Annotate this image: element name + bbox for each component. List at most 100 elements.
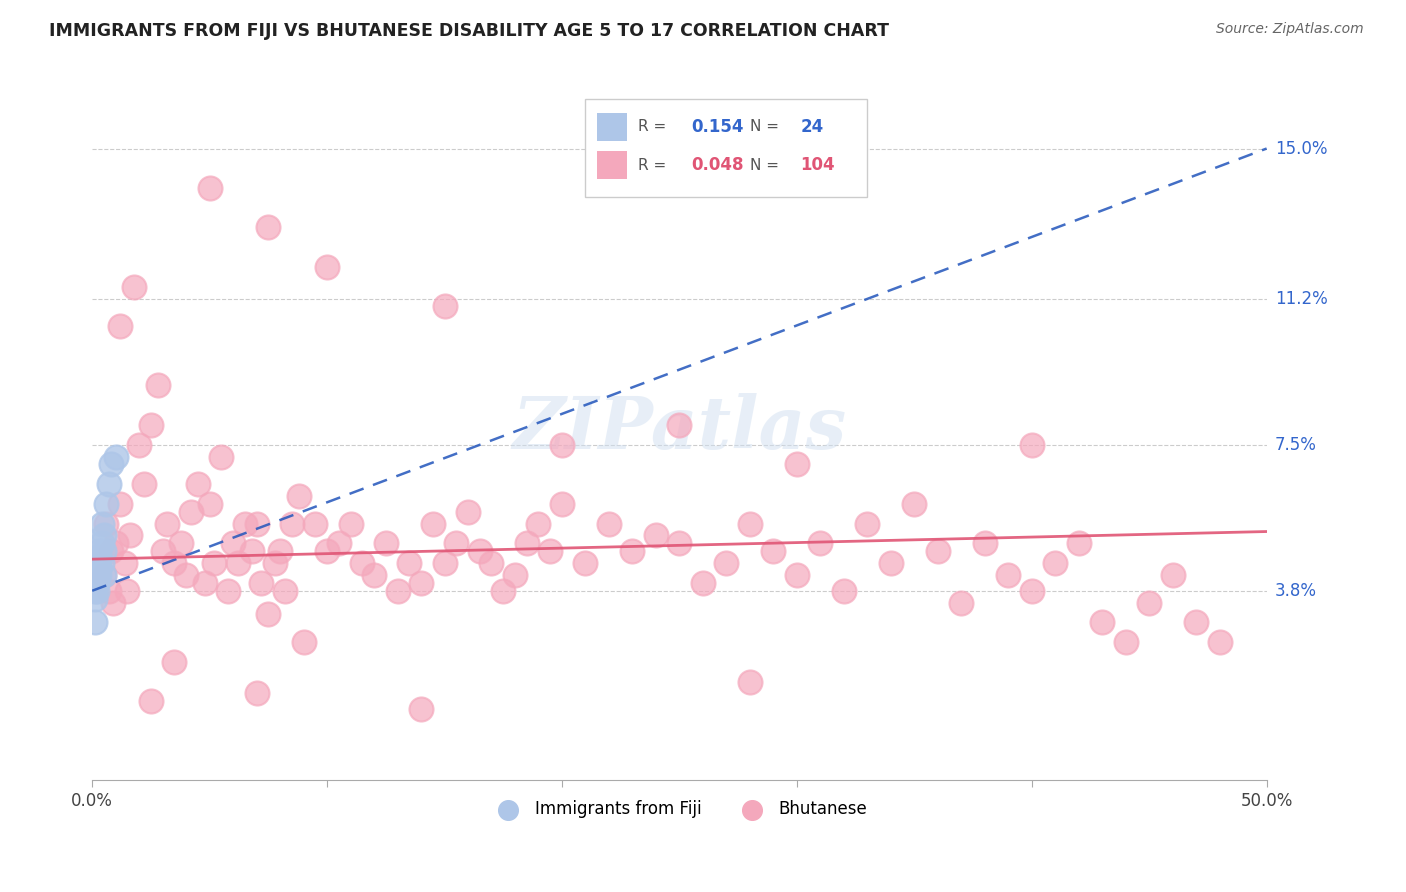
Point xyxy=(83,591,105,606)
Point xyxy=(398,556,420,570)
Point xyxy=(363,568,385,582)
Point xyxy=(551,497,574,511)
Point xyxy=(222,536,245,550)
Point xyxy=(86,564,108,578)
Point xyxy=(83,583,105,598)
Point xyxy=(269,544,291,558)
Bar xyxy=(598,112,627,141)
Point xyxy=(716,556,738,570)
Point xyxy=(1021,583,1043,598)
Point xyxy=(446,536,468,550)
Text: IMMIGRANTS FROM FIJI VS BHUTANESE DISABILITY AGE 5 TO 17 CORRELATION CHART: IMMIGRANTS FROM FIJI VS BHUTANESE DISABI… xyxy=(49,22,889,40)
Point xyxy=(93,528,115,542)
Point xyxy=(110,319,132,334)
Point xyxy=(163,655,186,669)
Point xyxy=(409,702,432,716)
Point xyxy=(503,568,526,582)
Point xyxy=(246,516,269,531)
Point xyxy=(387,583,409,598)
Point xyxy=(433,556,456,570)
Point xyxy=(114,556,136,570)
Text: 104: 104 xyxy=(800,156,835,174)
Point xyxy=(738,516,761,531)
Point xyxy=(316,260,339,274)
Point xyxy=(93,568,115,582)
Point xyxy=(339,516,361,531)
Point xyxy=(880,556,903,570)
Point xyxy=(100,544,122,558)
Text: 7.5%: 7.5% xyxy=(1275,435,1317,454)
Text: 0.048: 0.048 xyxy=(692,156,744,174)
Point xyxy=(202,556,225,570)
Text: Source: ZipAtlas.com: Source: ZipAtlas.com xyxy=(1216,22,1364,37)
Point xyxy=(274,583,297,598)
Point xyxy=(433,300,456,314)
Point xyxy=(492,583,515,598)
Point xyxy=(668,417,690,432)
Point xyxy=(86,556,108,570)
Point xyxy=(83,615,105,630)
Point xyxy=(104,450,127,464)
Point xyxy=(89,544,111,558)
Point xyxy=(124,279,146,293)
Point xyxy=(281,516,304,531)
Point xyxy=(217,583,239,598)
Point xyxy=(621,544,644,558)
Point xyxy=(103,596,125,610)
Point xyxy=(257,607,280,622)
Point xyxy=(457,505,479,519)
Point xyxy=(257,220,280,235)
Point xyxy=(139,694,162,708)
Bar xyxy=(598,152,627,179)
Point xyxy=(1091,615,1114,630)
Point xyxy=(132,477,155,491)
Point xyxy=(89,568,111,582)
Text: R =: R = xyxy=(638,158,672,173)
Point xyxy=(950,596,973,610)
Point xyxy=(96,516,118,531)
Point xyxy=(1115,635,1137,649)
Point xyxy=(973,536,995,550)
Point xyxy=(481,556,503,570)
Text: N =: N = xyxy=(749,120,783,134)
Point xyxy=(409,575,432,590)
Point xyxy=(93,544,115,558)
Point xyxy=(152,544,174,558)
Point xyxy=(89,552,111,566)
Text: 15.0%: 15.0% xyxy=(1275,139,1327,158)
Text: ZIPatlas: ZIPatlas xyxy=(512,393,846,465)
Point xyxy=(516,536,538,550)
Point xyxy=(692,575,714,590)
Text: 3.8%: 3.8% xyxy=(1275,582,1317,599)
Point xyxy=(90,536,112,550)
Point xyxy=(304,516,326,531)
Point xyxy=(1021,438,1043,452)
Point xyxy=(927,544,949,558)
Point xyxy=(328,536,350,550)
Point xyxy=(1067,536,1090,550)
Point xyxy=(538,544,561,558)
Point xyxy=(738,674,761,689)
Point xyxy=(288,489,311,503)
Point xyxy=(86,575,108,590)
Point xyxy=(97,477,120,491)
Point xyxy=(97,583,120,598)
Point xyxy=(292,635,315,649)
Point xyxy=(128,438,150,452)
Point xyxy=(1137,596,1160,610)
Point xyxy=(226,556,249,570)
Point xyxy=(832,583,855,598)
Point xyxy=(856,516,879,531)
Point xyxy=(762,544,785,558)
Point xyxy=(170,536,193,550)
Point xyxy=(96,497,118,511)
Point xyxy=(233,516,256,531)
Point xyxy=(645,528,668,542)
Point xyxy=(198,497,221,511)
Point xyxy=(551,438,574,452)
Text: N =: N = xyxy=(749,158,783,173)
Point xyxy=(83,568,105,582)
Point xyxy=(198,181,221,195)
Point xyxy=(1161,568,1184,582)
Point xyxy=(180,505,202,519)
